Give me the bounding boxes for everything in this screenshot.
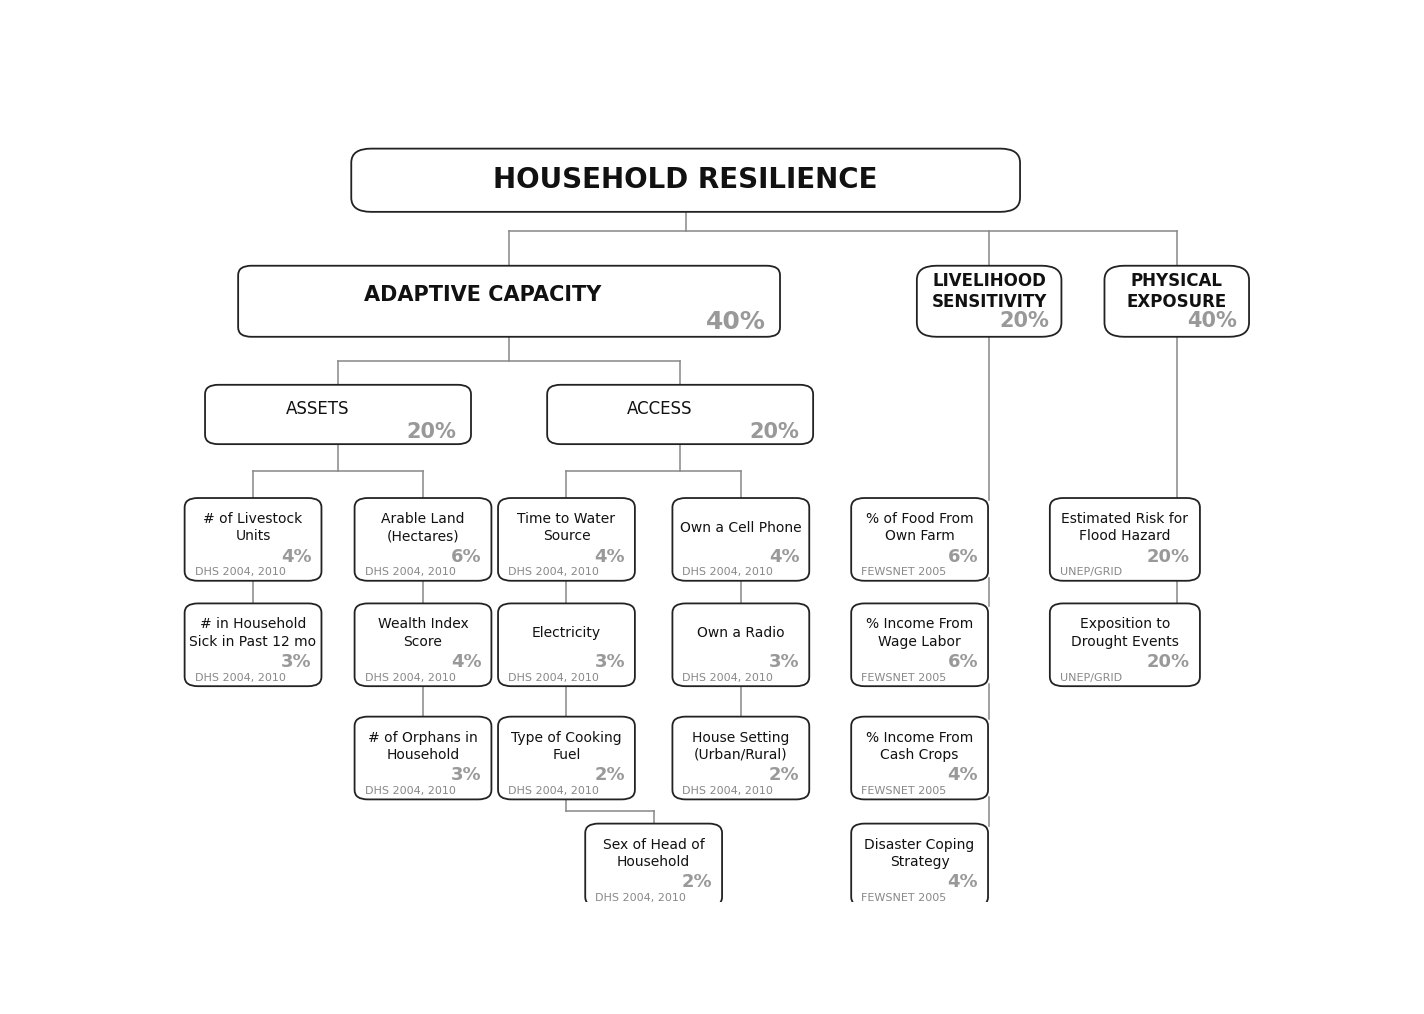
Text: 4%: 4% (451, 653, 481, 671)
Text: DHS 2004, 2010: DHS 2004, 2010 (508, 672, 600, 682)
FancyBboxPatch shape (672, 603, 809, 686)
Text: Sex of Head of
Household: Sex of Head of Household (602, 838, 705, 869)
Text: # in Household
Sick in Past 12 mo: # in Household Sick in Past 12 mo (189, 618, 316, 649)
FancyBboxPatch shape (585, 823, 722, 907)
Text: 2%: 2% (769, 767, 799, 784)
Text: 3%: 3% (281, 653, 312, 671)
Text: 40%: 40% (706, 310, 766, 335)
FancyBboxPatch shape (355, 717, 491, 799)
Text: 6%: 6% (947, 548, 978, 566)
FancyBboxPatch shape (852, 603, 988, 686)
Text: 40%: 40% (1188, 311, 1237, 332)
Text: FEWSNET 2005: FEWSNET 2005 (862, 892, 947, 902)
Text: DHS 2004, 2010: DHS 2004, 2010 (195, 567, 285, 577)
Text: DHS 2004, 2010: DHS 2004, 2010 (365, 786, 456, 796)
Text: DHS 2004, 2010: DHS 2004, 2010 (682, 567, 773, 577)
Text: ADAPTIVE CAPACITY: ADAPTIVE CAPACITY (363, 285, 601, 304)
FancyBboxPatch shape (917, 266, 1061, 337)
FancyBboxPatch shape (852, 717, 988, 799)
Text: Own a Radio: Own a Radio (696, 626, 785, 640)
FancyBboxPatch shape (852, 498, 988, 581)
Text: 20%: 20% (749, 422, 799, 442)
FancyBboxPatch shape (238, 266, 780, 337)
Text: House Setting
(Urban/Rural): House Setting (Urban/Rural) (692, 731, 789, 762)
Text: 4%: 4% (947, 873, 978, 891)
Text: Estimated Risk for
Flood Hazard: Estimated Risk for Flood Hazard (1061, 512, 1189, 544)
Text: Arable Land
(Hectares): Arable Land (Hectares) (382, 512, 464, 544)
Text: DHS 2004, 2010: DHS 2004, 2010 (508, 786, 600, 796)
Text: 4%: 4% (947, 767, 978, 784)
Text: LIVELIHOOD
SENSITIVITY: LIVELIHOOD SENSITIVITY (931, 272, 1047, 310)
FancyBboxPatch shape (205, 384, 471, 444)
Text: % of Food From
Own Farm: % of Food From Own Farm (866, 512, 974, 544)
Text: % Income From
Cash Crops: % Income From Cash Crops (866, 731, 973, 762)
Text: DHS 2004, 2010: DHS 2004, 2010 (682, 786, 773, 796)
Text: DHS 2004, 2010: DHS 2004, 2010 (508, 567, 600, 577)
Text: ACCESS: ACCESS (627, 400, 692, 418)
FancyBboxPatch shape (1049, 603, 1200, 686)
Text: 4%: 4% (594, 548, 625, 566)
Text: 20%: 20% (1146, 653, 1190, 671)
Text: Time to Water
Source: Time to Water Source (517, 512, 615, 544)
FancyBboxPatch shape (672, 498, 809, 581)
Text: FEWSNET 2005: FEWSNET 2005 (862, 567, 947, 577)
Text: # of Orphans in
Household: # of Orphans in Household (369, 731, 478, 762)
Text: # of Livestock
Units: # of Livestock Units (204, 512, 303, 544)
Text: Wealth Index
Score: Wealth Index Score (377, 618, 468, 649)
Text: 20%: 20% (407, 422, 457, 442)
Text: UNEP/GRID: UNEP/GRID (1059, 567, 1122, 577)
Text: DHS 2004, 2010: DHS 2004, 2010 (595, 892, 686, 902)
Text: DHS 2004, 2010: DHS 2004, 2010 (682, 672, 773, 682)
FancyBboxPatch shape (672, 717, 809, 799)
Text: DHS 2004, 2010: DHS 2004, 2010 (195, 672, 285, 682)
Text: UNEP/GRID: UNEP/GRID (1059, 672, 1122, 682)
Text: 3%: 3% (451, 767, 481, 784)
Text: DHS 2004, 2010: DHS 2004, 2010 (365, 567, 456, 577)
Text: 2%: 2% (682, 873, 712, 891)
Text: ASSETS: ASSETS (286, 400, 349, 418)
Text: Type of Cooking
Fuel: Type of Cooking Fuel (511, 731, 622, 762)
Text: % Income From
Wage Labor: % Income From Wage Labor (866, 618, 973, 649)
Text: HOUSEHOLD RESILIENCE: HOUSEHOLD RESILIENCE (493, 166, 879, 195)
FancyBboxPatch shape (1105, 266, 1249, 337)
Text: DHS 2004, 2010: DHS 2004, 2010 (365, 672, 456, 682)
Text: Electricity: Electricity (533, 626, 601, 640)
Text: Own a Cell Phone: Own a Cell Phone (681, 520, 802, 534)
FancyBboxPatch shape (355, 498, 491, 581)
FancyBboxPatch shape (498, 603, 635, 686)
FancyBboxPatch shape (1049, 498, 1200, 581)
Text: Exposition to
Drought Events: Exposition to Drought Events (1071, 618, 1179, 649)
FancyBboxPatch shape (852, 823, 988, 907)
FancyBboxPatch shape (185, 603, 322, 686)
Text: 4%: 4% (281, 548, 312, 566)
Text: 20%: 20% (1146, 548, 1190, 566)
FancyBboxPatch shape (352, 149, 1020, 212)
Text: 6%: 6% (947, 653, 978, 671)
Text: PHYSICAL
EXPOSURE: PHYSICAL EXPOSURE (1126, 272, 1227, 310)
Text: 6%: 6% (451, 548, 481, 566)
Text: FEWSNET 2005: FEWSNET 2005 (862, 786, 947, 796)
FancyBboxPatch shape (547, 384, 813, 444)
FancyBboxPatch shape (355, 603, 491, 686)
Text: 20%: 20% (1000, 311, 1049, 332)
Text: 2%: 2% (594, 767, 625, 784)
Text: 4%: 4% (769, 548, 799, 566)
FancyBboxPatch shape (498, 498, 635, 581)
FancyBboxPatch shape (185, 498, 322, 581)
Text: 3%: 3% (594, 653, 625, 671)
FancyBboxPatch shape (498, 717, 635, 799)
Text: Disaster Coping
Strategy: Disaster Coping Strategy (864, 838, 975, 869)
Text: FEWSNET 2005: FEWSNET 2005 (862, 672, 947, 682)
Text: 3%: 3% (769, 653, 799, 671)
